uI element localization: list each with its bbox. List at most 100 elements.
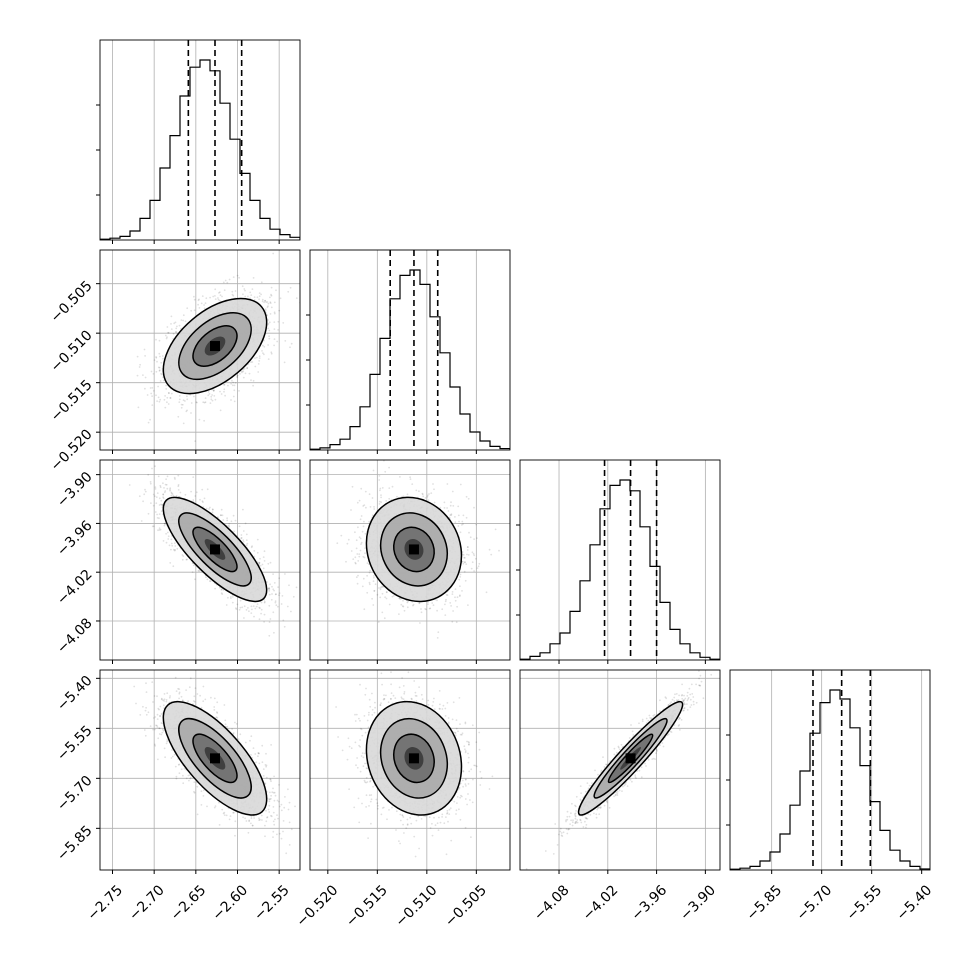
sample-point <box>256 296 259 299</box>
sample-point <box>406 601 409 604</box>
panel-p3-p2 <box>309 459 511 664</box>
sample-point <box>231 596 234 598</box>
sample-point <box>166 531 169 534</box>
sample-point <box>197 299 200 302</box>
sample-point <box>281 595 284 597</box>
sample-point <box>235 607 237 609</box>
sample-point <box>214 288 217 291</box>
sample-point <box>170 328 173 330</box>
sample-point <box>241 606 244 609</box>
sample-point <box>203 304 206 306</box>
sample-point <box>170 315 173 318</box>
sample-point <box>266 301 269 303</box>
sample-point <box>275 289 277 292</box>
sample-point <box>128 484 131 486</box>
sample-point <box>455 621 458 624</box>
sample-point <box>258 298 260 301</box>
sample-point <box>270 306 273 309</box>
sample-point <box>242 376 245 379</box>
sample-point <box>174 545 177 547</box>
sample-point <box>146 394 149 396</box>
sample-point <box>227 384 229 387</box>
sample-point <box>178 395 181 397</box>
sample-point <box>248 610 250 613</box>
sample-point <box>259 557 261 560</box>
sample-point <box>359 549 362 552</box>
sample-point <box>224 394 227 397</box>
sample-point <box>246 367 249 370</box>
sample-point <box>144 376 147 379</box>
panel-content <box>100 460 300 660</box>
sample-point <box>149 482 152 485</box>
sample-point <box>171 493 174 495</box>
contour-0 <box>162 496 268 603</box>
sample-point <box>178 324 181 327</box>
sample-point <box>428 493 430 495</box>
sample-point <box>163 487 165 489</box>
sample-point <box>260 612 262 615</box>
sample-point <box>200 302 203 305</box>
sample-point <box>157 366 160 369</box>
sample-point <box>212 389 215 392</box>
sample-point <box>158 517 160 520</box>
sample-point <box>166 396 169 399</box>
sample-point <box>263 339 265 342</box>
sample-point <box>250 605 253 608</box>
sample-point <box>168 392 170 395</box>
contour-0 <box>162 297 268 395</box>
sample-point <box>149 387 152 389</box>
sample-point <box>269 618 272 620</box>
sample-point <box>243 605 246 608</box>
sample-point <box>255 356 258 359</box>
sample-point <box>224 279 227 282</box>
sample-point <box>138 495 141 498</box>
sample-point <box>280 603 283 605</box>
sample-point <box>236 375 239 378</box>
sample-point <box>174 548 177 551</box>
sample-point <box>449 514 452 516</box>
sample-point <box>162 493 165 496</box>
sample-point <box>247 295 249 298</box>
sample-point <box>193 295 195 298</box>
sample-point <box>240 537 243 540</box>
sample-point <box>218 291 221 294</box>
ytick-label-p2-3: −0.505 <box>48 278 96 326</box>
sample-point <box>362 577 365 580</box>
sample-point <box>157 385 160 388</box>
sample-point <box>270 294 273 297</box>
sample-point <box>195 401 198 403</box>
sample-point <box>255 605 258 608</box>
sample-point <box>269 313 272 315</box>
sample-point <box>267 319 269 321</box>
sample-point <box>263 345 266 348</box>
sample-point <box>159 486 162 489</box>
sample-point <box>161 355 164 357</box>
sample-point <box>194 578 196 581</box>
sample-point <box>288 584 290 587</box>
sample-point <box>241 371 243 374</box>
sample-point <box>238 390 240 392</box>
panel-content <box>310 460 510 660</box>
sample-point <box>182 314 185 317</box>
sample-point <box>240 537 243 539</box>
sample-point <box>278 577 281 580</box>
sample-point <box>241 285 244 288</box>
sample-point <box>261 298 264 301</box>
sample-point <box>292 595 295 598</box>
sample-point <box>263 613 266 616</box>
sample-point <box>277 320 280 323</box>
sample-point <box>284 340 287 342</box>
sample-point <box>273 321 276 323</box>
sample-point <box>233 389 236 392</box>
sample-point <box>151 404 154 406</box>
sample-point <box>242 539 245 541</box>
sample-point <box>162 482 164 485</box>
sample-point <box>184 400 186 402</box>
sample-point <box>165 478 168 481</box>
sample-point <box>201 500 204 502</box>
sample-point <box>170 538 173 541</box>
sample-point <box>222 281 225 284</box>
sample-point <box>154 465 156 468</box>
sample-point <box>177 415 180 418</box>
panel-frame <box>99 39 301 241</box>
